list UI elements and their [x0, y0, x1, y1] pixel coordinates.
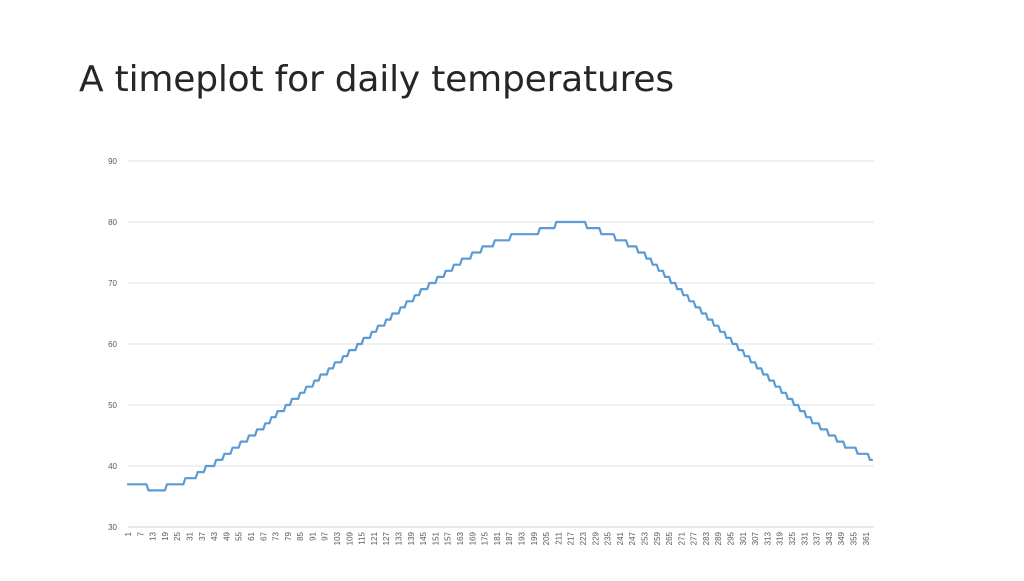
x-tick-label: 355: [850, 531, 859, 545]
x-tick-label: 241: [616, 531, 625, 545]
x-tick-label: 127: [382, 531, 391, 545]
y-tick-label: 60: [108, 340, 117, 349]
x-tick-label: 97: [321, 531, 330, 540]
x-tick-label: 91: [308, 531, 317, 540]
gridlines: [128, 160, 874, 528]
x-tick-label: 253: [640, 531, 649, 545]
x-tick-label: 67: [259, 531, 268, 540]
x-tick-label: 217: [567, 531, 576, 545]
x-tick-label: 121: [370, 531, 379, 545]
x-axis-tick-labels: 1 7 13 19 25 31 37 43 49 55 61 67 73 79 85 91 97 103 109 11…: [124, 531, 871, 545]
x-tick-label: 301: [739, 531, 748, 545]
x-tick-label: 1: [124, 531, 133, 536]
x-tick-label: 151: [431, 531, 440, 545]
x-tick-label: 307: [751, 531, 760, 545]
x-tick-label: 31: [185, 531, 194, 540]
series-line: [126, 220, 874, 492]
x-tick-label: 49: [222, 531, 231, 540]
x-tick-label: 247: [628, 531, 637, 545]
x-tick-label: 157: [444, 531, 453, 545]
x-tick-label: 79: [284, 531, 293, 540]
x-tick-label: 211: [554, 531, 563, 544]
x-tick-label: 169: [468, 531, 477, 545]
x-tick-label: 259: [653, 531, 662, 545]
x-tick-label: 103: [333, 531, 342, 545]
x-tick-label: 61: [247, 531, 256, 540]
x-tick-label: 229: [591, 531, 600, 545]
x-tick-label: 13: [149, 531, 158, 540]
x-tick-label: 181: [493, 531, 502, 545]
x-tick-label: 175: [481, 531, 490, 545]
y-tick-label: 80: [108, 218, 117, 227]
y-axis-tick-labels: 30 40 50 60 70 80 90: [108, 157, 117, 532]
y-tick-label: 90: [108, 157, 117, 166]
x-tick-label: 115: [358, 531, 367, 544]
x-tick-label: 19: [161, 531, 170, 540]
x-tick-label: 223: [579, 531, 588, 545]
x-tick-label: 193: [517, 531, 526, 545]
y-tick-label: 40: [108, 462, 117, 471]
x-tick-label: 43: [210, 531, 219, 540]
x-tick-label: 313: [763, 531, 772, 545]
x-tick-label: 85: [296, 531, 305, 540]
x-tick-label: 55: [235, 531, 244, 540]
y-tick-label: 50: [108, 401, 117, 410]
x-tick-label: 187: [505, 531, 514, 545]
series-layer: [126, 220, 874, 492]
x-tick-label: 331: [800, 531, 809, 545]
x-tick-label: 163: [456, 531, 465, 545]
x-tick-label: 199: [530, 531, 539, 545]
x-tick-label: 271: [677, 531, 686, 545]
y-tick-label: 30: [108, 523, 117, 532]
x-tick-label: 343: [825, 531, 834, 545]
x-tick-label: 283: [702, 531, 711, 545]
x-tick-label: 325: [788, 531, 797, 545]
x-tick-label: 337: [813, 531, 822, 545]
x-tick-label: 277: [690, 531, 699, 545]
slide-title: A timeplot for daily temperatures: [79, 59, 674, 100]
x-tick-label: 289: [714, 531, 723, 545]
x-tick-label: 139: [407, 531, 416, 545]
x-tick-label: 109: [345, 531, 354, 545]
x-tick-label: 265: [665, 531, 674, 545]
x-tick-label: 349: [837, 531, 846, 545]
x-tick-label: 295: [727, 531, 736, 545]
x-tick-label: 361: [862, 531, 871, 545]
x-tick-label: 145: [419, 531, 428, 545]
x-tick-label: 25: [173, 531, 182, 540]
x-tick-label: 235: [604, 531, 613, 545]
x-tick-label: 73: [272, 531, 281, 540]
x-tick-label: 7: [136, 531, 145, 536]
y-tick-label: 70: [108, 279, 117, 288]
x-tick-label: 319: [776, 531, 785, 545]
x-tick-label: 37: [198, 531, 207, 540]
x-tick-label: 133: [395, 531, 404, 545]
x-tick-label: 205: [542, 531, 551, 545]
